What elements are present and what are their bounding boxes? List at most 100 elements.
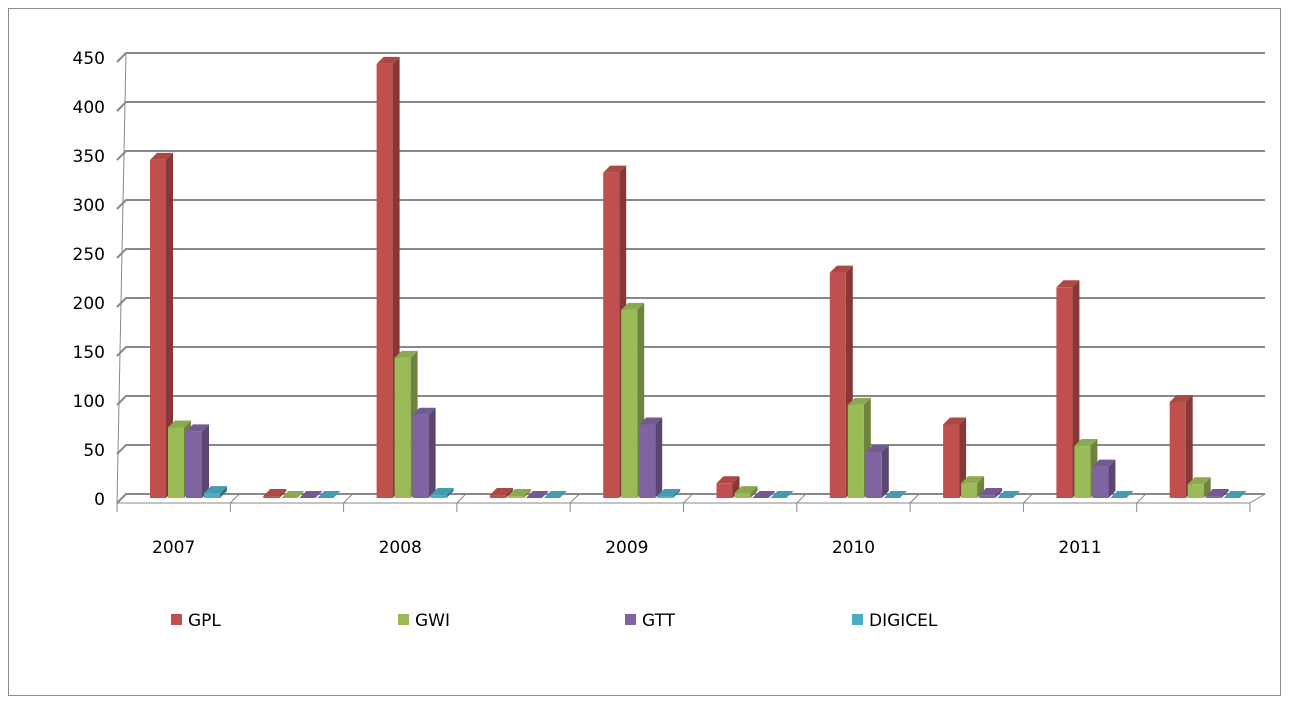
bar [263,496,280,498]
y-tick-label: 400 [73,98,105,118]
y-tick-label: 0 [94,490,105,510]
bar-side [673,489,681,498]
floor-divider [456,493,467,504]
bar-top [997,491,1021,498]
bar [489,495,506,498]
bar-side [995,488,1003,498]
bar-top [1092,459,1116,467]
bar [376,63,393,499]
bar-top [1169,394,1193,402]
grid-line [116,395,1265,406]
bar-top [507,489,531,497]
bar [961,483,978,498]
bar-top [979,488,1003,496]
bar-side [202,424,209,498]
bar-top [150,152,173,160]
bar-top [204,486,227,494]
bar-top [847,397,871,405]
floor-divider [116,493,127,504]
floor-divider [343,493,353,504]
floor-divider [796,493,807,504]
bar [430,495,447,498]
bar-side [279,489,287,498]
legend-swatch [852,614,863,625]
bar [847,404,864,498]
bar-side [1203,477,1211,498]
y-tick-label: 250 [73,245,105,265]
bar [639,424,656,498]
bar-side [959,417,967,498]
grid-line [116,150,1265,161]
bar [1187,484,1204,498]
y-tick-label: 300 [73,196,105,216]
bar [394,357,411,498]
bar-side [505,488,513,498]
floor-divider [569,493,580,504]
bar-top [168,420,191,428]
bar-top [263,489,287,497]
y-tick-label: 100 [73,392,105,412]
bar-side [1108,459,1116,498]
bar-side [1221,489,1229,498]
bar [716,483,733,498]
x-tick-label: 2010 [832,538,875,558]
bar [150,159,166,498]
bar-side [1185,394,1193,498]
bar-side [220,486,227,498]
grid-line [116,101,1265,112]
bar-top [943,417,967,425]
x-tick-label: 2011 [1058,538,1101,558]
bar [1092,466,1109,498]
bar-side [166,152,173,498]
legend-label: GTT [642,611,676,631]
x-tick-label: 2007 [152,538,195,558]
bar-top [734,486,758,494]
bar-top [865,444,889,452]
bar [865,451,882,498]
wall-left [116,52,127,504]
y-tick-label: 150 [73,343,105,363]
bar [979,495,996,498]
legend-label: DIGICEL [869,611,938,631]
bar-top [186,424,209,432]
bar-top [317,491,341,498]
bar [412,414,429,498]
bar-top [1187,477,1211,485]
y-tick-label: 350 [73,147,105,167]
bar [204,493,220,498]
bar [603,172,620,498]
bar-side [446,488,454,498]
bar-side [750,486,758,498]
bar-top [829,265,853,273]
legend-swatch [171,614,182,625]
x-tick-label: 2009 [605,538,648,558]
bar-side [881,444,889,498]
bar [1056,287,1073,498]
bar-top [1205,489,1229,497]
floor-divider [909,493,920,504]
bar-top [376,56,400,64]
grid-line [116,346,1265,357]
chart-border [8,8,1281,696]
bar-top [657,489,681,497]
bar-top [525,491,549,498]
floor-divider [683,493,693,504]
y-tick-label: 450 [73,49,105,69]
grid-line [116,52,1265,63]
bar-top [752,491,776,498]
bar-side [655,417,663,498]
grid-line [116,297,1265,308]
bar-top [603,165,627,173]
legend-label: GPL [188,611,221,631]
bar-top [543,491,567,498]
bar [507,496,524,498]
bar-top [716,476,740,484]
bar-top [770,491,794,498]
bar-top [639,417,663,425]
bar [1169,401,1186,498]
bar [1205,496,1222,498]
bar-side [523,489,531,498]
bar-top [412,407,436,415]
bar-top [883,491,907,498]
